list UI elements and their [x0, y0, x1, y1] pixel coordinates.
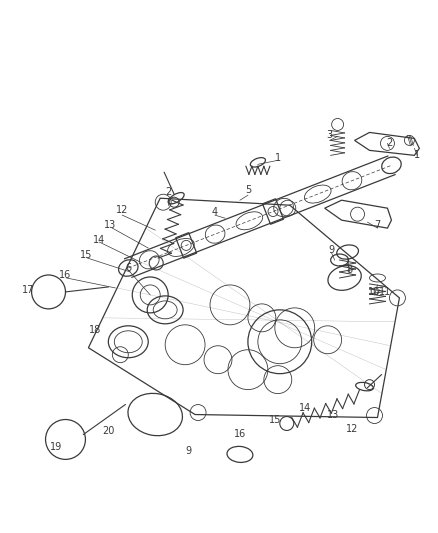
Text: 17: 17 [22, 285, 35, 295]
Text: 12: 12 [116, 205, 128, 215]
Text: 18: 18 [89, 325, 102, 335]
Text: 14: 14 [299, 402, 311, 413]
Text: 6: 6 [125, 263, 131, 273]
Text: 8: 8 [346, 265, 353, 275]
Text: 1: 1 [414, 150, 420, 160]
Text: 5: 5 [245, 185, 251, 195]
Text: 12: 12 [346, 424, 359, 434]
Text: 15: 15 [268, 415, 281, 424]
Text: 9: 9 [185, 447, 191, 456]
Text: 11: 11 [379, 287, 392, 297]
Text: 16: 16 [234, 430, 246, 440]
Text: 2: 2 [386, 139, 392, 148]
Text: 4: 4 [212, 207, 218, 217]
Text: 15: 15 [80, 250, 92, 260]
Text: 7: 7 [374, 220, 381, 230]
Text: 3: 3 [327, 131, 333, 140]
Text: 1: 1 [275, 154, 281, 163]
Text: 2: 2 [165, 187, 171, 197]
Text: 20: 20 [102, 426, 115, 437]
Text: 9: 9 [328, 245, 335, 255]
Text: 16: 16 [60, 270, 72, 280]
Text: 13: 13 [326, 409, 339, 419]
Text: 13: 13 [104, 220, 117, 230]
Text: 10: 10 [368, 287, 381, 297]
Text: 19: 19 [50, 442, 63, 453]
Text: 14: 14 [93, 235, 106, 245]
